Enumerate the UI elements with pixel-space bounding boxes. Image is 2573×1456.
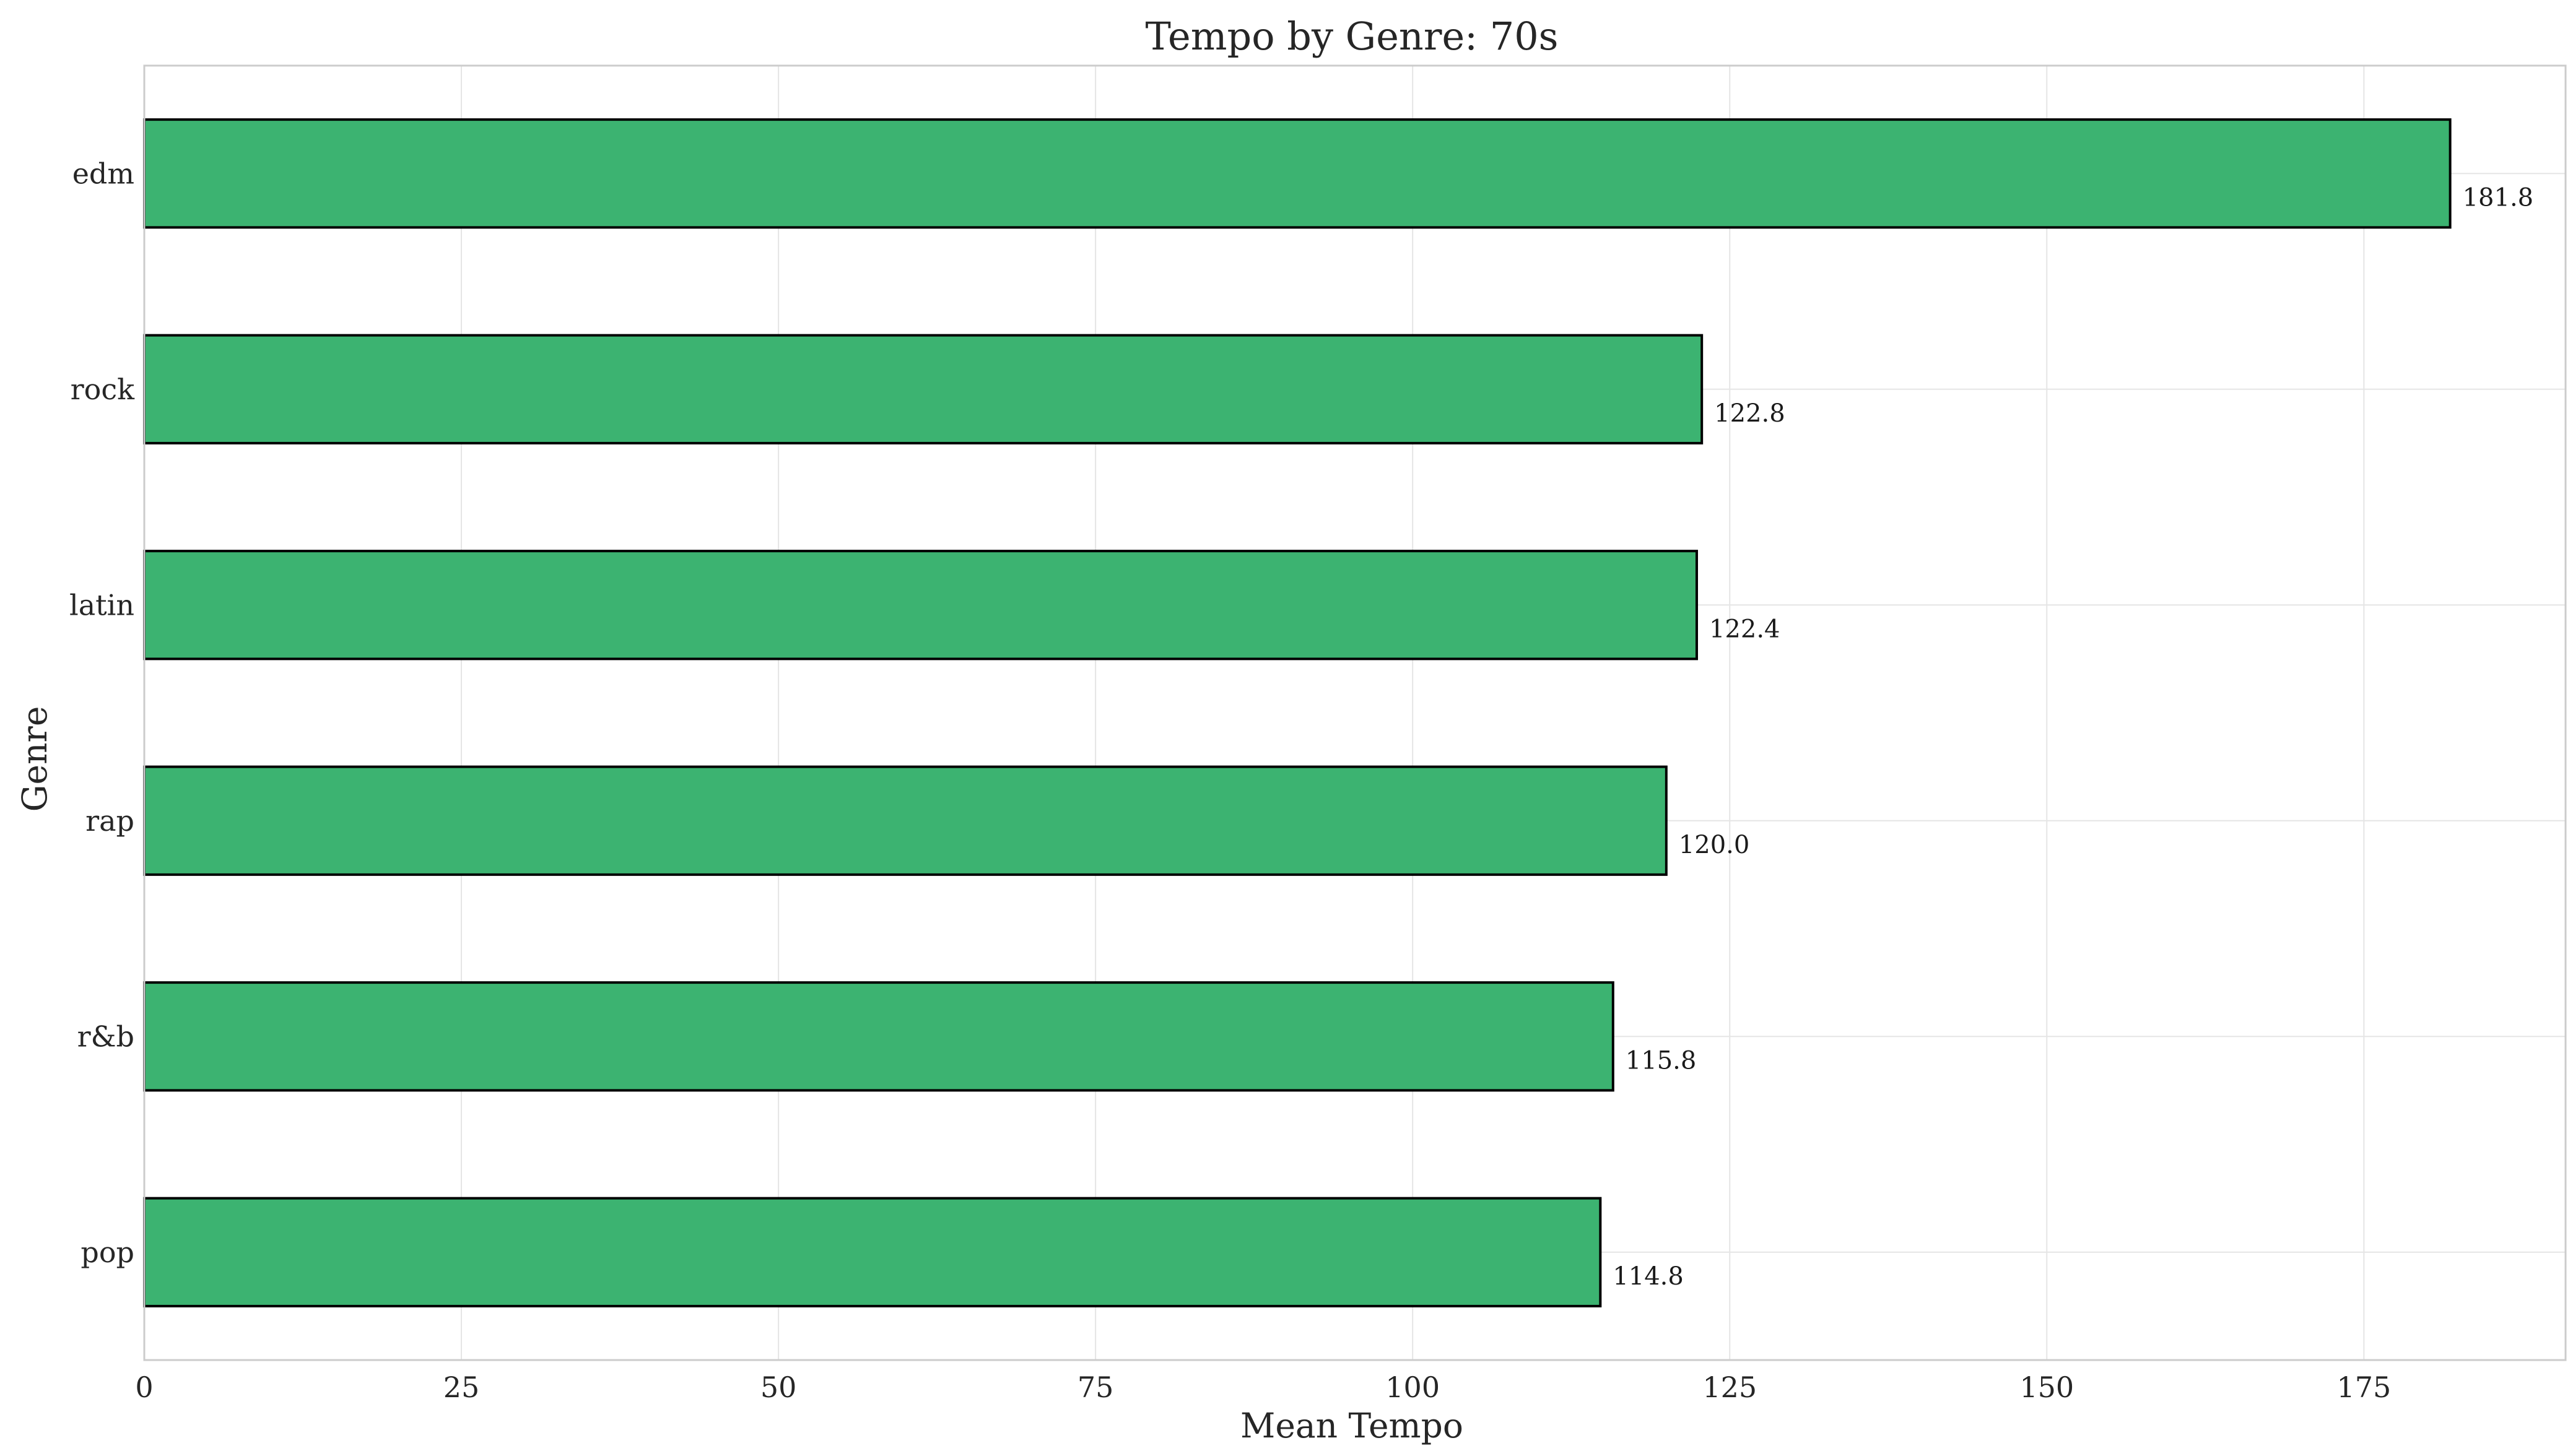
chart-title: Tempo by Genre: 70s — [1146, 14, 1559, 59]
x-tick-label: 100 — [1385, 1371, 1440, 1404]
bar-edm — [143, 118, 2452, 229]
plot-frame — [143, 64, 2567, 1361]
y-tick-label: edm — [72, 157, 134, 190]
value-labels: 181.8 122.8 122.4 120.0 115.8 114.8 — [1613, 183, 2533, 1291]
x-tick-label: 125 — [1702, 1371, 1757, 1404]
x-axis-label: Mean Tempo — [1240, 1406, 1463, 1445]
data-label: 122.8 — [1714, 399, 1785, 428]
y-tick-label: latin — [69, 588, 134, 622]
bars — [143, 118, 2452, 1307]
x-tick-label: 0 — [135, 1371, 153, 1404]
x-tick-label: 50 — [760, 1371, 797, 1404]
x-tick-label: 175 — [2336, 1371, 2391, 1404]
data-label: 120.0 — [1679, 831, 1750, 859]
bar-latin — [143, 550, 1698, 661]
y-tick-label: rock — [71, 373, 135, 406]
x-tick-label: 25 — [443, 1371, 480, 1404]
data-label: 115.8 — [1626, 1046, 1697, 1075]
data-label: 181.8 — [2463, 183, 2534, 212]
bar-r&b — [143, 981, 1614, 1092]
y-tick-label: rap — [85, 804, 134, 838]
y-axis-label: Genre — [15, 706, 54, 812]
x-axis-ticks: 0 25 50 75 100 125 150 175 — [135, 1371, 2391, 1404]
x-tick-label: 75 — [1078, 1371, 1114, 1404]
data-label: 122.4 — [1709, 615, 1780, 643]
bar-pop — [143, 1197, 1602, 1307]
data-label: 114.8 — [1613, 1262, 1684, 1291]
y-tick-label: r&b — [77, 1020, 134, 1053]
bar-rock — [143, 334, 1704, 444]
bar-rap — [143, 765, 1668, 876]
x-tick-label: 150 — [2019, 1371, 2074, 1404]
y-tick-label: pop — [81, 1236, 134, 1269]
y-axis-ticks: edm rock latin rap r&b pop — [69, 157, 135, 1269]
